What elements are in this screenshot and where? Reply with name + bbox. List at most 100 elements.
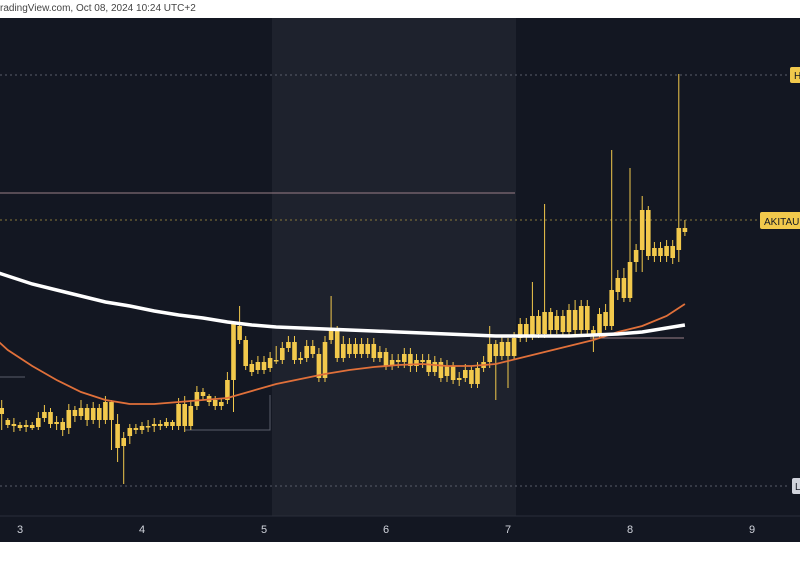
candle-body xyxy=(652,248,657,256)
candle xyxy=(603,304,608,330)
candle-body xyxy=(444,366,450,376)
candle xyxy=(365,338,370,358)
candle-body xyxy=(316,354,322,378)
candle xyxy=(23,420,29,432)
candle-body xyxy=(54,422,59,424)
candle xyxy=(273,346,279,364)
candle-body xyxy=(298,358,303,360)
candle-body xyxy=(328,330,334,340)
candle-body xyxy=(591,330,596,334)
candle xyxy=(42,405,47,422)
price-chart[interactable]: 3 4 5 6 7 8 9 H AKITAU L xyxy=(0,18,800,542)
candle xyxy=(243,336,248,370)
candle-body xyxy=(200,392,206,396)
price-label-high-text: H xyxy=(794,71,800,82)
candle-body xyxy=(402,354,407,362)
candle xyxy=(530,282,535,340)
candle xyxy=(121,432,126,484)
candle-body xyxy=(536,316,541,334)
candle-body xyxy=(463,370,468,378)
candle xyxy=(267,352,273,372)
candle-body xyxy=(383,352,389,366)
candle xyxy=(633,244,639,272)
candle-body xyxy=(212,400,218,406)
candle-body xyxy=(164,422,169,426)
candle-body xyxy=(84,408,90,420)
candle xyxy=(517,318,523,342)
candle-body xyxy=(542,312,547,334)
candle-body xyxy=(109,402,114,420)
candle-body xyxy=(554,316,560,330)
candle-body xyxy=(493,344,499,356)
candle xyxy=(292,336,297,364)
candle-body xyxy=(23,425,29,427)
candle xyxy=(371,338,377,362)
candle xyxy=(621,268,627,302)
candle xyxy=(29,422,35,430)
candle xyxy=(66,404,72,434)
price-label-current: AKITAU xyxy=(760,212,800,229)
candle xyxy=(176,398,181,430)
candle-body xyxy=(414,360,419,366)
candle xyxy=(487,326,492,368)
candle-body xyxy=(548,312,553,330)
candle xyxy=(591,326,596,352)
candle-body xyxy=(633,250,639,262)
candle-body xyxy=(48,412,53,424)
candle xyxy=(639,196,645,272)
candle-body xyxy=(359,344,364,354)
candle-body xyxy=(353,344,358,354)
candle xyxy=(219,398,224,410)
chart-area[interactable]: 3 4 5 6 7 8 9 H AKITAU L xyxy=(0,18,800,542)
candle-body xyxy=(97,408,102,420)
price-label-high: H xyxy=(790,67,800,83)
candle-body xyxy=(517,324,523,338)
candle-body xyxy=(273,360,279,362)
candle-body xyxy=(127,428,133,436)
candle xyxy=(109,400,114,450)
candle xyxy=(48,408,53,428)
candle-body xyxy=(133,428,139,430)
candle-body xyxy=(145,426,151,428)
candle xyxy=(432,356,438,376)
price-label-current-text: AKITAU xyxy=(764,217,799,228)
candle-body xyxy=(395,360,401,362)
time-axis: 3 4 5 6 7 8 9 xyxy=(17,524,755,536)
candle xyxy=(97,404,102,428)
candle-body xyxy=(17,425,23,428)
candle-body xyxy=(609,290,614,326)
candle-body xyxy=(60,422,65,430)
candle xyxy=(542,204,547,338)
candle-body xyxy=(158,424,163,426)
candle-body xyxy=(371,344,377,358)
candle xyxy=(347,338,352,358)
candle xyxy=(60,418,65,436)
candle-body xyxy=(280,348,285,360)
candle-body xyxy=(194,392,200,406)
price-label-low-text: L xyxy=(795,482,800,493)
candle-body xyxy=(377,352,383,358)
candle xyxy=(469,366,474,388)
candle xyxy=(0,400,4,430)
x-tick-label: 7 xyxy=(505,524,511,536)
candle-body xyxy=(255,362,261,370)
candle-body xyxy=(646,210,651,256)
candle xyxy=(609,150,614,330)
candle xyxy=(554,310,560,334)
candle xyxy=(615,270,621,300)
candle xyxy=(17,422,23,431)
candle xyxy=(72,406,78,422)
candle xyxy=(438,358,444,382)
candle xyxy=(676,74,682,262)
candle-body xyxy=(475,368,480,384)
candle-body xyxy=(267,358,273,368)
candle-body xyxy=(249,364,255,372)
candle xyxy=(353,338,358,358)
candle xyxy=(5,418,11,428)
candle-body xyxy=(487,344,492,362)
candle-body xyxy=(572,310,578,330)
candle-body xyxy=(365,344,370,354)
bottom-margin xyxy=(0,542,800,566)
candle xyxy=(90,402,96,424)
candle xyxy=(566,304,572,336)
